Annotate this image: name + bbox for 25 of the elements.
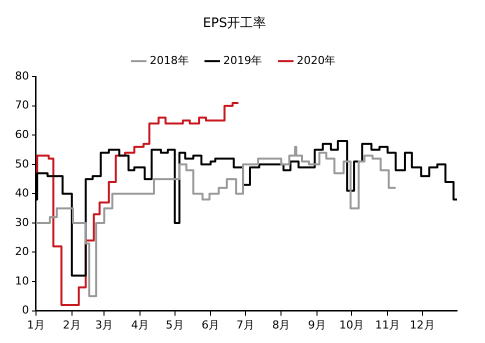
legend-label: 2018年 [150,54,189,67]
x-tick-label: 6月 [202,318,220,332]
y-tick-label: 30 [14,216,29,229]
y-tick-label: 10 [14,274,29,288]
x-tick-label: 12月 [410,318,435,332]
legend-label: 2019年 [223,54,262,67]
x-tick-label: 9月 [308,318,326,332]
legend-label: 2020年 [296,54,336,67]
x-tick-label: 8月 [272,318,290,332]
x-tick-label: 10月 [339,318,364,332]
x-tick-label: 2月 [62,318,81,332]
chart-title: EPS开工率 [202,15,266,32]
y-tick-label: 60 [14,128,29,142]
y-tick-label: 70 [14,98,29,112]
x-tick-label: 7月 [236,318,254,332]
x-tick-label: 4月 [131,318,150,332]
y-tick-label: 80 [14,69,29,82]
x-tick-label: 11月 [375,318,400,332]
x-tick-label: 1月 [26,318,45,332]
y-tick-label: 50 [14,157,29,170]
y-tick-label: 40 [14,186,29,200]
x-tick-label: 3月 [95,318,114,332]
y-tick-label: 0 [22,304,29,317]
y-tick-label: 20 [14,245,29,258]
x-tick-label: 5月 [166,318,184,332]
